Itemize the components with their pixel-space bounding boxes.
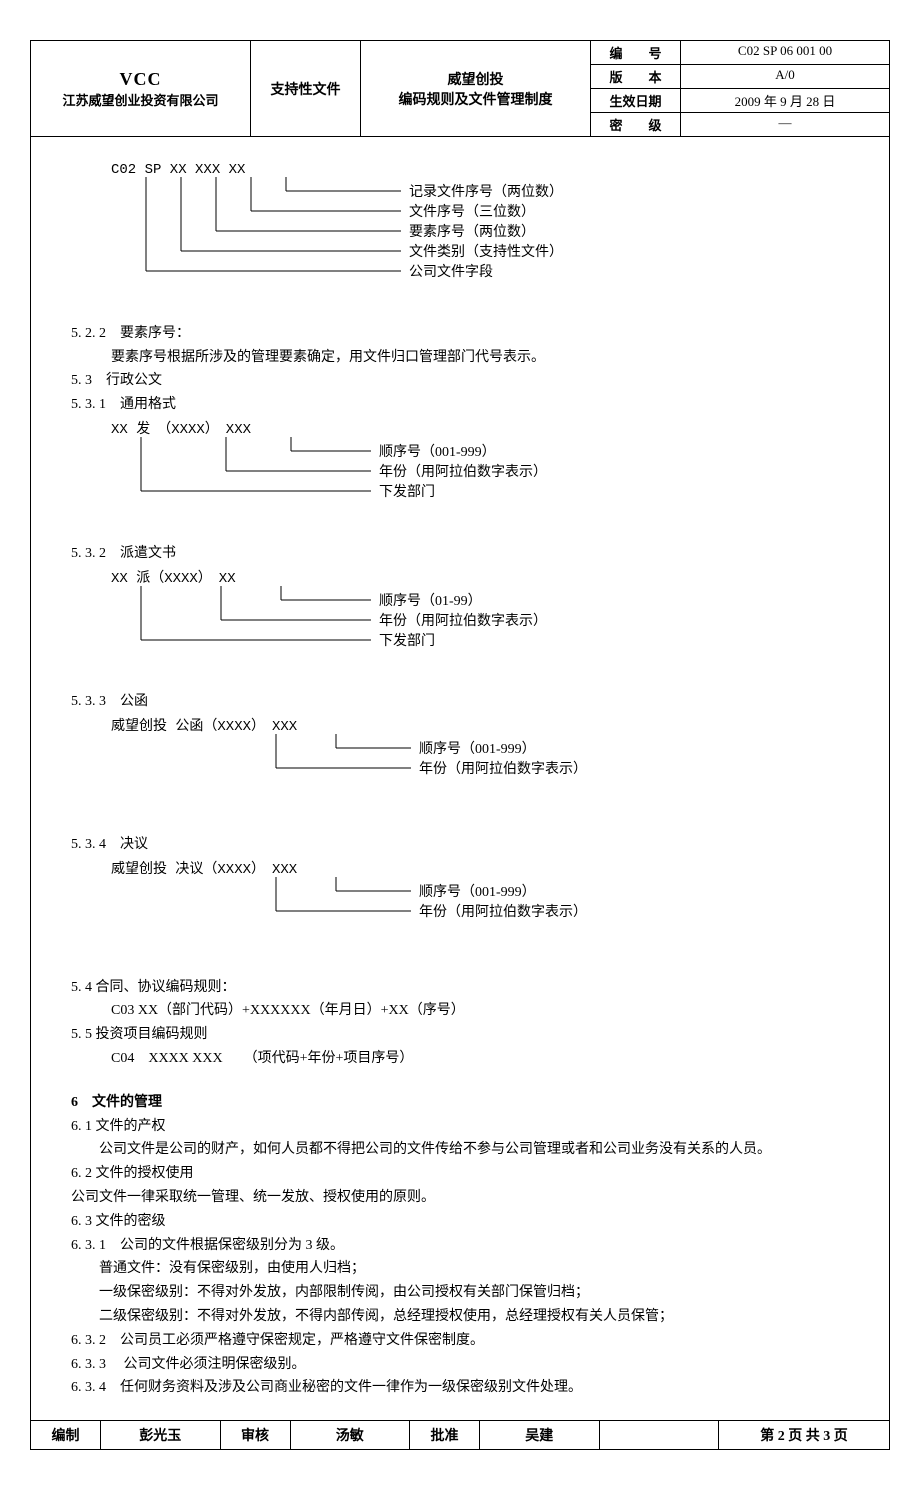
svg-text:文件类别（支持性文件）: 文件类别（支持性文件） — [409, 244, 563, 260]
svg-text:年份（用阿拉伯数字表示）: 年份（用阿拉伯数字表示） — [419, 761, 587, 777]
sec-534: 5. 3. 4 决议 — [71, 833, 859, 857]
doc-title-line2: 编码规则及文件管理制度 — [399, 89, 553, 109]
svg-text:年份（用阿拉伯数字表示）: 年份（用阿拉伯数字表示） — [379, 464, 547, 480]
meta-value: C02 SP 06 001 00 — [681, 41, 889, 64]
meta-value: 2009 年 9 月 28 日 — [681, 89, 889, 112]
svg-text:年份（用阿拉伯数字表示）: 年份（用阿拉伯数字表示） — [419, 904, 587, 920]
doc-title: 威望创投 编码规则及文件管理制度 — [361, 41, 591, 136]
sec6-line: 6. 1 文件的产权 — [71, 1115, 859, 1139]
sec-6-heading: 6 文件的管理 — [71, 1091, 859, 1115]
svg-text:XX 发 （XXXX） XXX: XX 发 （XXXX） XXX — [111, 421, 252, 438]
svg-text:顺序号（01-99）: 顺序号（01-99） — [379, 593, 482, 609]
svg-text:C02 SP XX XXX XX: C02 SP XX XXX XX — [111, 162, 246, 178]
svg-text:顺序号（001-999）: 顺序号（001-999） — [419, 741, 536, 757]
sec-53: 5. 3 行政公文 — [71, 369, 859, 393]
content-body: C02 SP XX XXX XX 记录文件序号（两位数） 文件序号（三位数） 要素序号… — [31, 136, 889, 1420]
sec6-line: 6. 3. 4 任何财务资料及涉及公司商业秘密的文件一律作为一级保密级别文件处理… — [71, 1376, 859, 1400]
svg-text:顺序号（001-999）: 顺序号（001-999） — [379, 444, 496, 460]
sec-532: 5. 3. 2 派遣文书 — [71, 542, 859, 566]
diagram-534: 威望创投 决议（XXXX） XXX 顺序号（001-999） 年份（用阿拉伯数字表示… — [71, 861, 859, 952]
sec-522-num: 5. 2. 2 要素序号： — [71, 322, 859, 346]
svg-text:威望创投 决议（XXXX） XXX: 威望创投 决议（XXXX） XXX — [111, 861, 298, 878]
header: VCC 江苏威望创业投资有限公司 支持性文件 威望创投 编码规则及文件管理制度 … — [31, 41, 889, 136]
sec-55-1: 5. 5 投资项目编码规则 — [71, 1023, 859, 1047]
sec-533: 5. 3. 3 公函 — [71, 690, 859, 714]
meta-label: 版 本 — [591, 65, 681, 88]
sec-6-body: 6. 1 文件的产权 公司文件是公司的财产，如何人员都不得把公司的文件传给不参与… — [71, 1115, 859, 1401]
svg-text:下发部门: 下发部门 — [379, 633, 435, 649]
vcc-logo-text: VCC — [120, 69, 162, 90]
diagram-533: 威望创投 公函（XXXX） XXX 顺序号（001-999） 年份（用阿拉伯数字表示… — [71, 718, 859, 809]
svg-text:年份（用阿拉伯数字表示）: 年份（用阿拉伯数字表示） — [379, 613, 547, 629]
footer-value: 吴建 — [480, 1421, 600, 1449]
doc-type: 支持性文件 — [251, 41, 361, 136]
footer: 编制彭光玉审核汤敏批准吴建 第 2 页 共 3 页 — [31, 1420, 889, 1449]
document-frame: VCC 江苏威望创业投资有限公司 支持性文件 威望创投 编码规则及文件管理制度 … — [30, 40, 890, 1450]
sec6-line: 一级保密级别：不得对外发放，内部限制传阅，由公司授权有关部门保管归档； — [71, 1281, 859, 1305]
meta-value: — — [681, 113, 889, 136]
svg-text:XX 派（XXXX） XX: XX 派（XXXX） XX — [111, 570, 236, 587]
meta-label: 编 号 — [591, 41, 681, 64]
sec6-line: 6. 3. 3 公司文件必须注明保密级别。 — [71, 1353, 859, 1377]
footer-spacer — [600, 1421, 720, 1449]
doc-title-line1: 威望创投 — [448, 69, 504, 89]
sec6-line: 6. 3. 2 公司员工必须严格遵守保密规定，严格遵守文件保密制度。 — [71, 1329, 859, 1353]
svg-text:记录文件序号（两位数）: 记录文件序号（两位数） — [409, 184, 563, 200]
footer-label: 编制 — [31, 1421, 101, 1449]
footer-label: 批准 — [410, 1421, 480, 1449]
sec-531: 5. 3. 1 通用格式 — [71, 393, 859, 417]
svg-text:公司文件字段: 公司文件字段 — [409, 264, 493, 280]
footer-value: 彭光玉 — [101, 1421, 221, 1449]
sec6-line: 普通文件：没有保密级别，由使用人归档； — [71, 1257, 859, 1281]
diagram-531: XX 发 （XXXX） XXX 顺序号（001-999） 年份（用阿拉伯数字表示） 下… — [71, 421, 859, 532]
sec6-line: 6. 2 文件的授权使用 — [71, 1162, 859, 1186]
sec-55-2: C04 XXXX XXX （项代码+年份+项目序号） — [71, 1047, 859, 1071]
sec6-line: 二级保密级别：不得对外发放，不得内部传阅，总经理授权使用，总经理授权有关人员保管… — [71, 1305, 859, 1329]
sec6-line: 6. 3 文件的密级 — [71, 1210, 859, 1234]
sec6-line: 公司文件是公司的财产，如何人员都不得把公司的文件传给不参与公司管理或者和公司业务… — [71, 1138, 859, 1162]
sec-522-body: 要素序号根据所涉及的管理要素确定，用文件归口管理部门代号表示。 — [71, 346, 859, 370]
meta-value: A/0 — [681, 65, 889, 88]
sec6-line: 6. 3. 1 公司的文件根据保密级别分为 3 级。 — [71, 1234, 859, 1258]
diagram-532: XX 派（XXXX） XX 顺序号（01-99） 年份（用阿拉伯数字表示） 下发部门 — [71, 570, 859, 681]
diagram-521: C02 SP XX XXX XX 记录文件序号（两位数） 文件序号（三位数） 要素序号… — [71, 161, 859, 312]
svg-text:下发部门: 下发部门 — [379, 484, 435, 500]
company-name: 江苏威望创业投资有限公司 — [62, 90, 218, 109]
footer-label: 审核 — [221, 1421, 291, 1449]
meta-label: 生效日期 — [591, 89, 681, 112]
meta-table: 编 号C02 SP 06 001 00版 本A/0生效日期2009 年 9 月 … — [591, 41, 889, 136]
sec-54-1: 5. 4 合同、协议编码规则： — [71, 976, 859, 1000]
footer-value: 汤敏 — [291, 1421, 411, 1449]
svg-text:要素序号（两位数）: 要素序号（两位数） — [409, 224, 535, 240]
header-company: VCC 江苏威望创业投资有限公司 — [31, 41, 251, 136]
svg-text:文件序号（三位数）: 文件序号（三位数） — [409, 204, 535, 220]
svg-text:威望创投 公函（XXXX） XXX: 威望创投 公函（XXXX） XXX — [111, 718, 298, 735]
svg-text:顺序号（001-999）: 顺序号（001-999） — [419, 884, 536, 900]
sec-54-2: C03 XX（部门代码）+XXXXXX（年月日）+XX（序号） — [71, 999, 859, 1023]
meta-label: 密 级 — [591, 113, 681, 136]
sec6-line: 公司文件一律采取统一管理、统一发放、授权使用的原则。 — [71, 1186, 859, 1210]
footer-page: 第 2 页 共 3 页 — [719, 1421, 889, 1449]
